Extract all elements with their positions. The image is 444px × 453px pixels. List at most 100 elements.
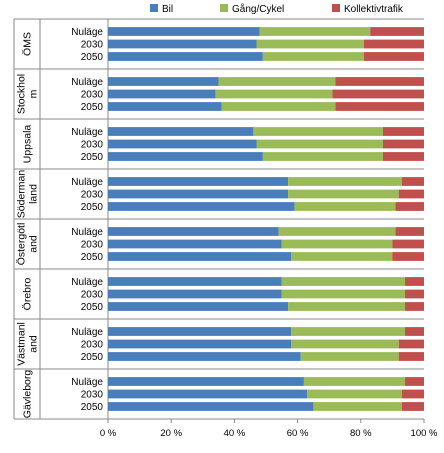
bar-ms-nul-ge-bil <box>108 27 260 36</box>
x-tick-label: 100 % <box>411 428 438 439</box>
bar-sterg-tland-nul-ge-kollektivtrafik <box>395 227 424 236</box>
group-label-line: Uppsala <box>22 125 34 164</box>
group-label-line: Östergötl <box>16 223 28 266</box>
x-tick-label: 80 % <box>350 428 372 439</box>
bar-s-dermanland-2050-bil <box>108 202 295 211</box>
bar-g-vleborg-nul-ge-kollektivtrafik <box>405 377 424 386</box>
bar-v-stmanland-2030-kollektivtrafik <box>398 339 424 349</box>
bar-s-dermanland-2030-kollektivtrafik <box>398 189 424 199</box>
group-label: Västmanland <box>16 322 40 366</box>
bar-sterg-tland-2030-bil <box>108 239 282 249</box>
bar-s-dermanland-2030-bil <box>108 189 289 199</box>
bar-ms-2050-bil <box>108 52 263 61</box>
bar-v-stmanland-2030-g-ng-cykel <box>291 339 399 349</box>
category-label: 2050 <box>81 402 104 413</box>
category-label: 2030 <box>81 290 104 301</box>
bar-uppsala-2050-bil <box>108 152 263 161</box>
category-label: 2030 <box>81 90 104 101</box>
bar-ms-2050-kollektivtrafik <box>363 52 424 61</box>
labels: 0 % 20 % 40 % 60 % 80 % 100 %Nuläge20302050ÖM… <box>16 27 439 439</box>
bar-sterg-tland-2050-kollektivtrafik <box>392 252 424 261</box>
category-label: Nuläge <box>71 377 103 388</box>
category-label: 2050 <box>81 52 104 63</box>
bar-g-vleborg-2030-g-ng-cykel <box>307 389 402 399</box>
legend-swatch-kollektivtrafik <box>332 4 340 12</box>
group-label: Östergötland <box>16 223 40 266</box>
bar-g-vleborg-2050-bil <box>108 402 314 411</box>
bar-stockholm-2030-kollektivtrafik <box>332 89 424 99</box>
bar-v-stmanland-nul-ge-kollektivtrafik <box>405 327 424 336</box>
bar-uppsala-nul-ge-bil <box>108 127 254 136</box>
bar-v-stmanland-2050-bil <box>108 352 301 361</box>
bar-uppsala-nul-ge-kollektivtrafik <box>382 127 424 136</box>
group-label-line: ÖMS <box>22 32 34 56</box>
category-label: Nuläge <box>71 77 103 88</box>
bar-v-stmanland-2030-bil <box>108 339 292 349</box>
x-tick-label: 60 % <box>287 428 309 439</box>
x-tick-label: 0 % <box>100 428 117 439</box>
category-label: 2050 <box>81 152 104 163</box>
legend-label-kollektivtrafik: Kollektivtrafik <box>344 4 404 15</box>
bar-rebro-2050-g-ng-cykel <box>288 302 406 311</box>
bar-stockholm-2050-kollektivtrafik <box>335 102 424 111</box>
bar-rebro-nul-ge-g-ng-cykel <box>281 277 406 286</box>
bar-ms-nul-ge-kollektivtrafik <box>370 27 424 36</box>
bar-v-stmanland-nul-ge-bil <box>108 327 292 336</box>
category-label: 2030 <box>81 190 104 201</box>
bar-ms-2030-bil <box>108 39 257 49</box>
bar-rebro-2030-kollektivtrafik <box>405 289 424 299</box>
bar-uppsala-2030-kollektivtrafik <box>382 139 424 149</box>
bar-ms-2050-g-ng-cykel <box>262 52 364 61</box>
bar-stockholm-nul-ge-kollektivtrafik <box>335 77 424 86</box>
category-label: Nuläge <box>71 127 103 138</box>
legend-swatch-bil <box>150 4 158 12</box>
group-label: Gävleborg <box>22 370 34 419</box>
group-label-line: Stockhol <box>16 74 28 114</box>
bar-sterg-tland-2050-g-ng-cykel <box>291 252 393 261</box>
bar-sterg-tland-2050-bil <box>108 252 292 261</box>
bar-s-dermanland-2050-kollektivtrafik <box>395 202 424 211</box>
grid <box>13 18 425 423</box>
bar-g-vleborg-nul-ge-bil <box>108 377 304 386</box>
category-label: 2030 <box>81 390 104 401</box>
bar-ms-2030-kollektivtrafik <box>363 39 424 49</box>
group-label-line: Västmanl <box>16 322 28 366</box>
bar-v-stmanland-nul-ge-g-ng-cykel <box>291 327 406 336</box>
group-label-line: and <box>28 335 40 353</box>
bar-sterg-tland-nul-ge-bil <box>108 227 279 236</box>
category-label: 2030 <box>81 140 104 151</box>
category-label: 2030 <box>81 240 104 251</box>
group-label: Uppsala <box>22 125 34 164</box>
bar-rebro-2030-bil <box>108 289 282 299</box>
category-label: 2050 <box>81 302 104 313</box>
bar-g-vleborg-2050-g-ng-cykel <box>313 402 402 411</box>
x-tick-label: 20 % <box>160 428 182 439</box>
group-label-line: and <box>28 235 40 253</box>
bar-g-vleborg-2050-kollektivtrafik <box>401 402 424 411</box>
bar-stockholm-nul-ge-bil <box>108 77 219 86</box>
bar-g-vleborg-2030-kollektivtrafik <box>401 389 424 399</box>
bar-g-vleborg-2030-bil <box>108 389 308 399</box>
bar-uppsala-2030-g-ng-cykel <box>256 139 383 149</box>
group-label-line: Gävleborg <box>22 370 34 419</box>
bar-s-dermanland-nul-ge-g-ng-cykel <box>288 177 402 186</box>
group-label-line: Söderman <box>16 170 28 219</box>
category-label: Nuläge <box>71 27 103 38</box>
bar-g-vleborg-nul-ge-g-ng-cykel <box>303 377 406 386</box>
bar-stockholm-2050-bil <box>108 102 222 111</box>
bar-uppsala-2050-g-ng-cykel <box>262 152 383 161</box>
category-label: 2050 <box>81 352 104 363</box>
bar-ms-2030-g-ng-cykel <box>256 39 364 49</box>
legend-label-g-ng-cykel: Gång/Cykel <box>232 3 284 15</box>
category-label: Nuläge <box>71 327 103 338</box>
bar-stockholm-nul-ge-g-ng-cykel <box>218 77 336 86</box>
bar-uppsala-nul-ge-g-ng-cykel <box>253 127 383 136</box>
category-label: 2030 <box>81 40 104 51</box>
bar-s-dermanland-2050-g-ng-cykel <box>294 202 396 211</box>
category-label: 2050 <box>81 202 104 213</box>
legend-label-bil: Bil <box>162 4 173 15</box>
category-label: Nuläge <box>71 177 103 188</box>
bar-s-dermanland-nul-ge-bil <box>108 177 289 186</box>
